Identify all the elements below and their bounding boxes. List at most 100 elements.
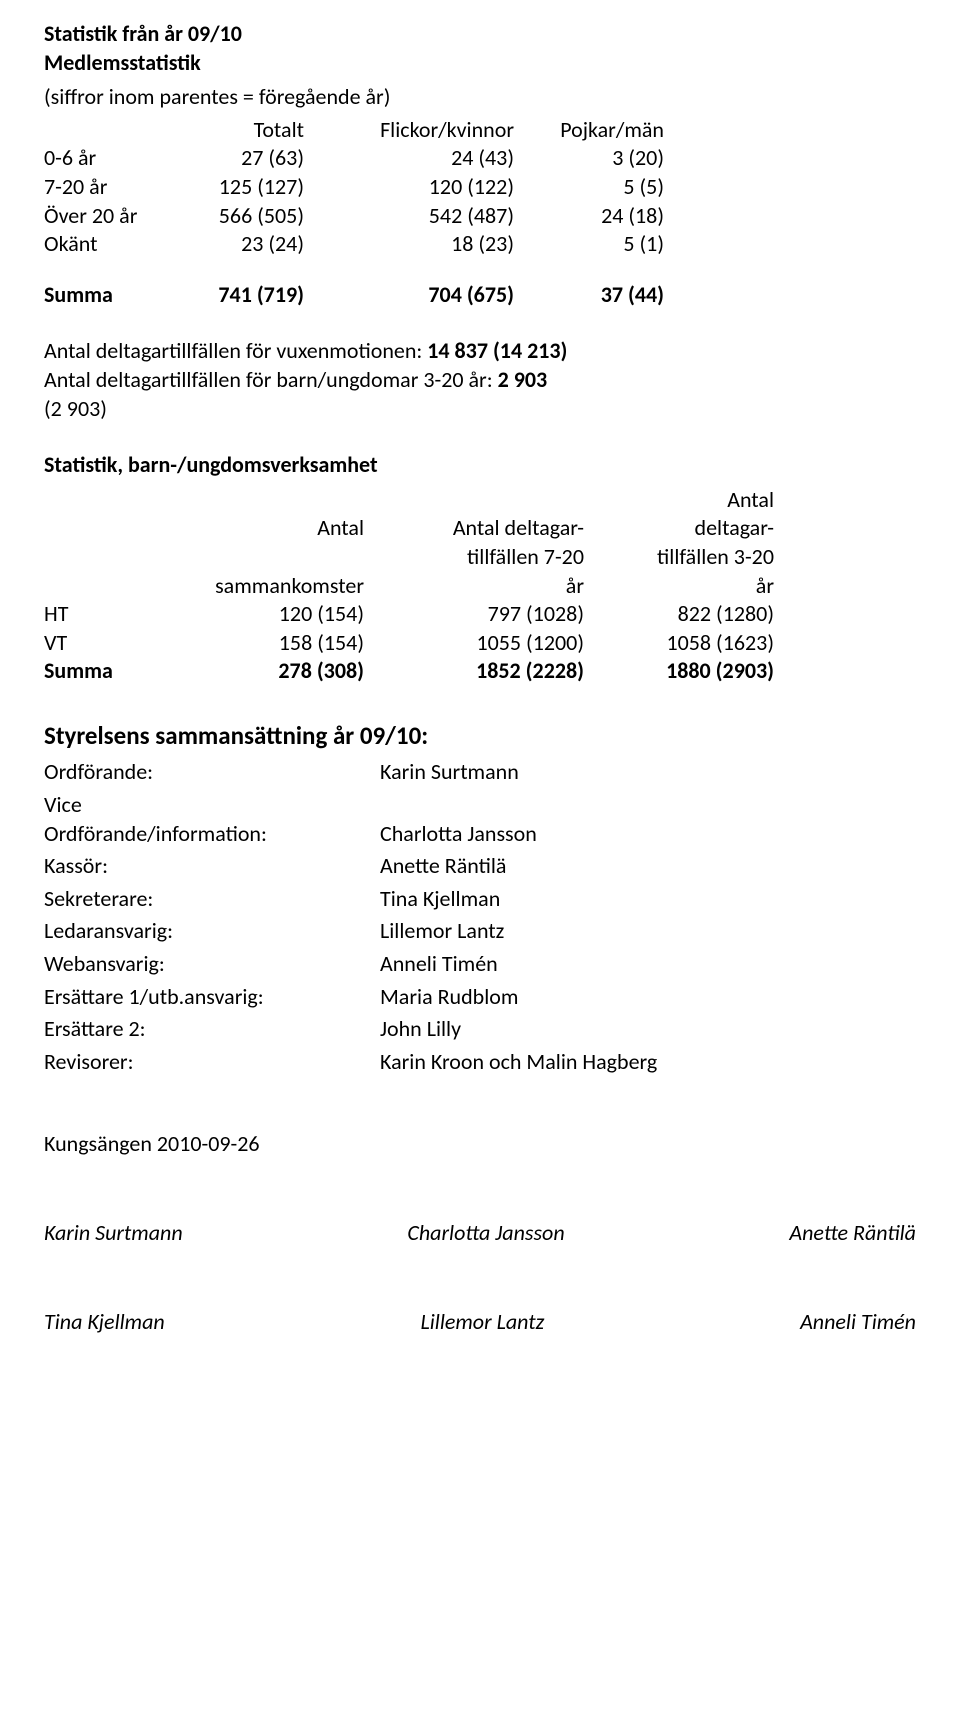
board-role-vice: Vice Ordförande/information: — [44, 791, 380, 852]
board-name: John Lilly — [380, 1015, 673, 1048]
board-name: Karin Kroon och Malin Hagberg — [380, 1048, 673, 1081]
members-cell: 542 (487) — [314, 202, 524, 231]
barn-sum-cell: 1852 (2228) — [374, 657, 594, 686]
members-sum-cell: 741 (719) — [174, 259, 314, 310]
members-header-pojkar: Pojkar/män — [524, 112, 674, 145]
barn-cell: 120 (154) — [154, 600, 374, 629]
deltagar-text-2a: Antal deltagartillfällen för barn/ungdom… — [44, 366, 498, 393]
members-cell: 27 (63) — [174, 144, 314, 173]
board-role: Ordförande: — [44, 758, 380, 791]
barn-header-row-2: Antal Antal deltagar- deltagar- — [44, 514, 784, 543]
board-role: Revisorer: — [44, 1048, 380, 1081]
barn-cell: 158 (154) — [154, 629, 374, 658]
board-row: Ledaransvarig: Lillemor Lantz — [44, 917, 673, 950]
board-row: Webansvarig: Anneli Timén — [44, 950, 673, 983]
board-row: Revisorer: Karin Kroon och Malin Hagberg — [44, 1048, 673, 1081]
members-cell: 5 (5) — [524, 173, 674, 202]
barn-hdr-c2c: år — [374, 572, 594, 601]
board-role: Kassör: — [44, 852, 380, 885]
board-role: Ersättare 1/utb.ansvarig: — [44, 983, 380, 1016]
signature-name: Tina Kjellman — [44, 1308, 165, 1337]
barn-cell: 1058 (1623) — [594, 629, 784, 658]
members-cell: 24 (43) — [314, 144, 524, 173]
barn-header-row-3: tillfällen 7-20 tillfällen 3-20 — [44, 543, 784, 572]
board-role: Sekreterare: — [44, 885, 380, 918]
members-row: 7-20 år 125 (127) 120 (122) 5 (5) — [44, 173, 674, 202]
board-row: Ersättare 1/utb.ansvarig: Maria Rudblom — [44, 983, 673, 1016]
heading-statistik-barn: Statistik, barn-/ungdomsverksamhet — [44, 451, 916, 480]
board-role: Ersättare 2: — [44, 1015, 380, 1048]
signature-name: Lillemor Lantz — [420, 1308, 544, 1337]
board-name: Maria Rudblom — [380, 983, 673, 1016]
barn-hdr-c1b: sammankomster — [154, 572, 374, 601]
barn-hdr-blank — [154, 543, 374, 572]
barn-hdr-c2b: tillfällen 7-20 — [374, 543, 594, 572]
members-header-blank — [44, 112, 174, 145]
members-sum-cell: 37 (44) — [524, 259, 674, 310]
heading-medlemsstatistik: Medlemsstatistik — [44, 49, 916, 78]
members-row-label: 7-20 år — [44, 173, 174, 202]
board-name: Charlotta Jansson — [380, 791, 673, 852]
barn-header-row-1: Antal — [44, 486, 784, 515]
barn-hdr-blank — [44, 543, 154, 572]
barn-sum-cell: 278 (308) — [154, 657, 374, 686]
board-row: Vice Ordförande/information: Charlotta J… — [44, 791, 673, 852]
signature-name: Anneli Timén — [800, 1308, 916, 1337]
members-header-row: Totalt Flickor/kvinnor Pojkar/män — [44, 112, 674, 145]
barn-row-label: VT — [44, 629, 154, 658]
members-cell: 566 (505) — [174, 202, 314, 231]
signature-name: Anette Räntilä — [789, 1219, 916, 1248]
barn-sum-row: Summa 278 (308) 1852 (2228) 1880 (2903) — [44, 657, 784, 686]
deltagar-line-3: (2 903) — [44, 395, 916, 424]
barn-hdr-blank — [374, 486, 594, 515]
members-row-label: Okänt — [44, 230, 174, 259]
board-role-vice-line2: Ordförande/information: — [44, 820, 364, 849]
deltagar-text-2b: 2 903 — [498, 366, 548, 393]
barn-row: HT 120 (154) 797 (1028) 822 (1280) — [44, 600, 784, 629]
members-header-totalt: Totalt — [174, 112, 314, 145]
members-cell: 125 (127) — [174, 173, 314, 202]
board-name: Tina Kjellman — [380, 885, 673, 918]
barn-row-label: HT — [44, 600, 154, 629]
members-cell: 120 (122) — [314, 173, 524, 202]
board-row: Ersättare 2: John Lilly — [44, 1015, 673, 1048]
board-role-vice-line1: Vice — [44, 791, 364, 820]
members-cell: 23 (24) — [174, 230, 314, 259]
board-name: Anette Räntilä — [380, 852, 673, 885]
deltagar-text-1a: Antal deltagartillfällen för vuxenmotion… — [44, 337, 427, 364]
board-name: Lillemor Lantz — [380, 917, 673, 950]
deltagar-text-1b: 14 837 (14 213) — [427, 337, 567, 364]
signature-row-2: Tina Kjellman Lillemor Lantz Anneli Timé… — [44, 1308, 916, 1337]
members-cell: 18 (23) — [314, 230, 524, 259]
barn-hdr-c2a: Antal deltagar- — [374, 514, 594, 543]
deltagar-line-1: Antal deltagartillfällen för vuxenmotion… — [44, 337, 916, 366]
barn-hdr-c3d: år — [594, 572, 784, 601]
signature-name: Charlotta Jansson — [407, 1219, 564, 1248]
board-name: Karin Surtmann — [380, 758, 673, 791]
members-table: Totalt Flickor/kvinnor Pojkar/män 0-6 år… — [44, 112, 674, 310]
heading-styrelsen: Styrelsens sammansättning år 09/10: — [44, 720, 916, 753]
barn-hdr-blank — [44, 572, 154, 601]
signature-name: Karin Surtmann — [44, 1219, 183, 1248]
members-cell: 24 (18) — [524, 202, 674, 231]
board-row: Sekreterare: Tina Kjellman — [44, 885, 673, 918]
barn-hdr-c3b: deltagar- — [594, 514, 784, 543]
barn-cell: 822 (1280) — [594, 600, 784, 629]
board-row: Ordförande: Karin Surtmann — [44, 758, 673, 791]
members-row-label: Över 20 år — [44, 202, 174, 231]
barn-table: Antal Antal Antal deltagar- deltagar- ti… — [44, 486, 784, 686]
barn-sum-label: Summa — [44, 657, 154, 686]
board-name: Anneli Timén — [380, 950, 673, 983]
barn-hdr-c1a: Antal — [154, 514, 374, 543]
members-row: 0-6 år 27 (63) 24 (43) 3 (20) — [44, 144, 674, 173]
board-row: Kassör: Anette Räntilä — [44, 852, 673, 885]
board-table: Ordförande: Karin Surtmann Vice Ordföran… — [44, 758, 673, 1080]
place-date: Kungsängen 2010-09-26 — [44, 1130, 916, 1159]
barn-hdr-c3c: tillfällen 3-20 — [594, 543, 784, 572]
members-sum-row: Summa 741 (719) 704 (675) 37 (44) — [44, 259, 674, 310]
barn-cell: 1055 (1200) — [374, 629, 594, 658]
barn-row: VT 158 (154) 1055 (1200) 1058 (1623) — [44, 629, 784, 658]
signature-row-1: Karin Surtmann Charlotta Jansson Anette … — [44, 1219, 916, 1248]
members-cell: 5 (1) — [524, 230, 674, 259]
barn-sum-cell: 1880 (2903) — [594, 657, 784, 686]
